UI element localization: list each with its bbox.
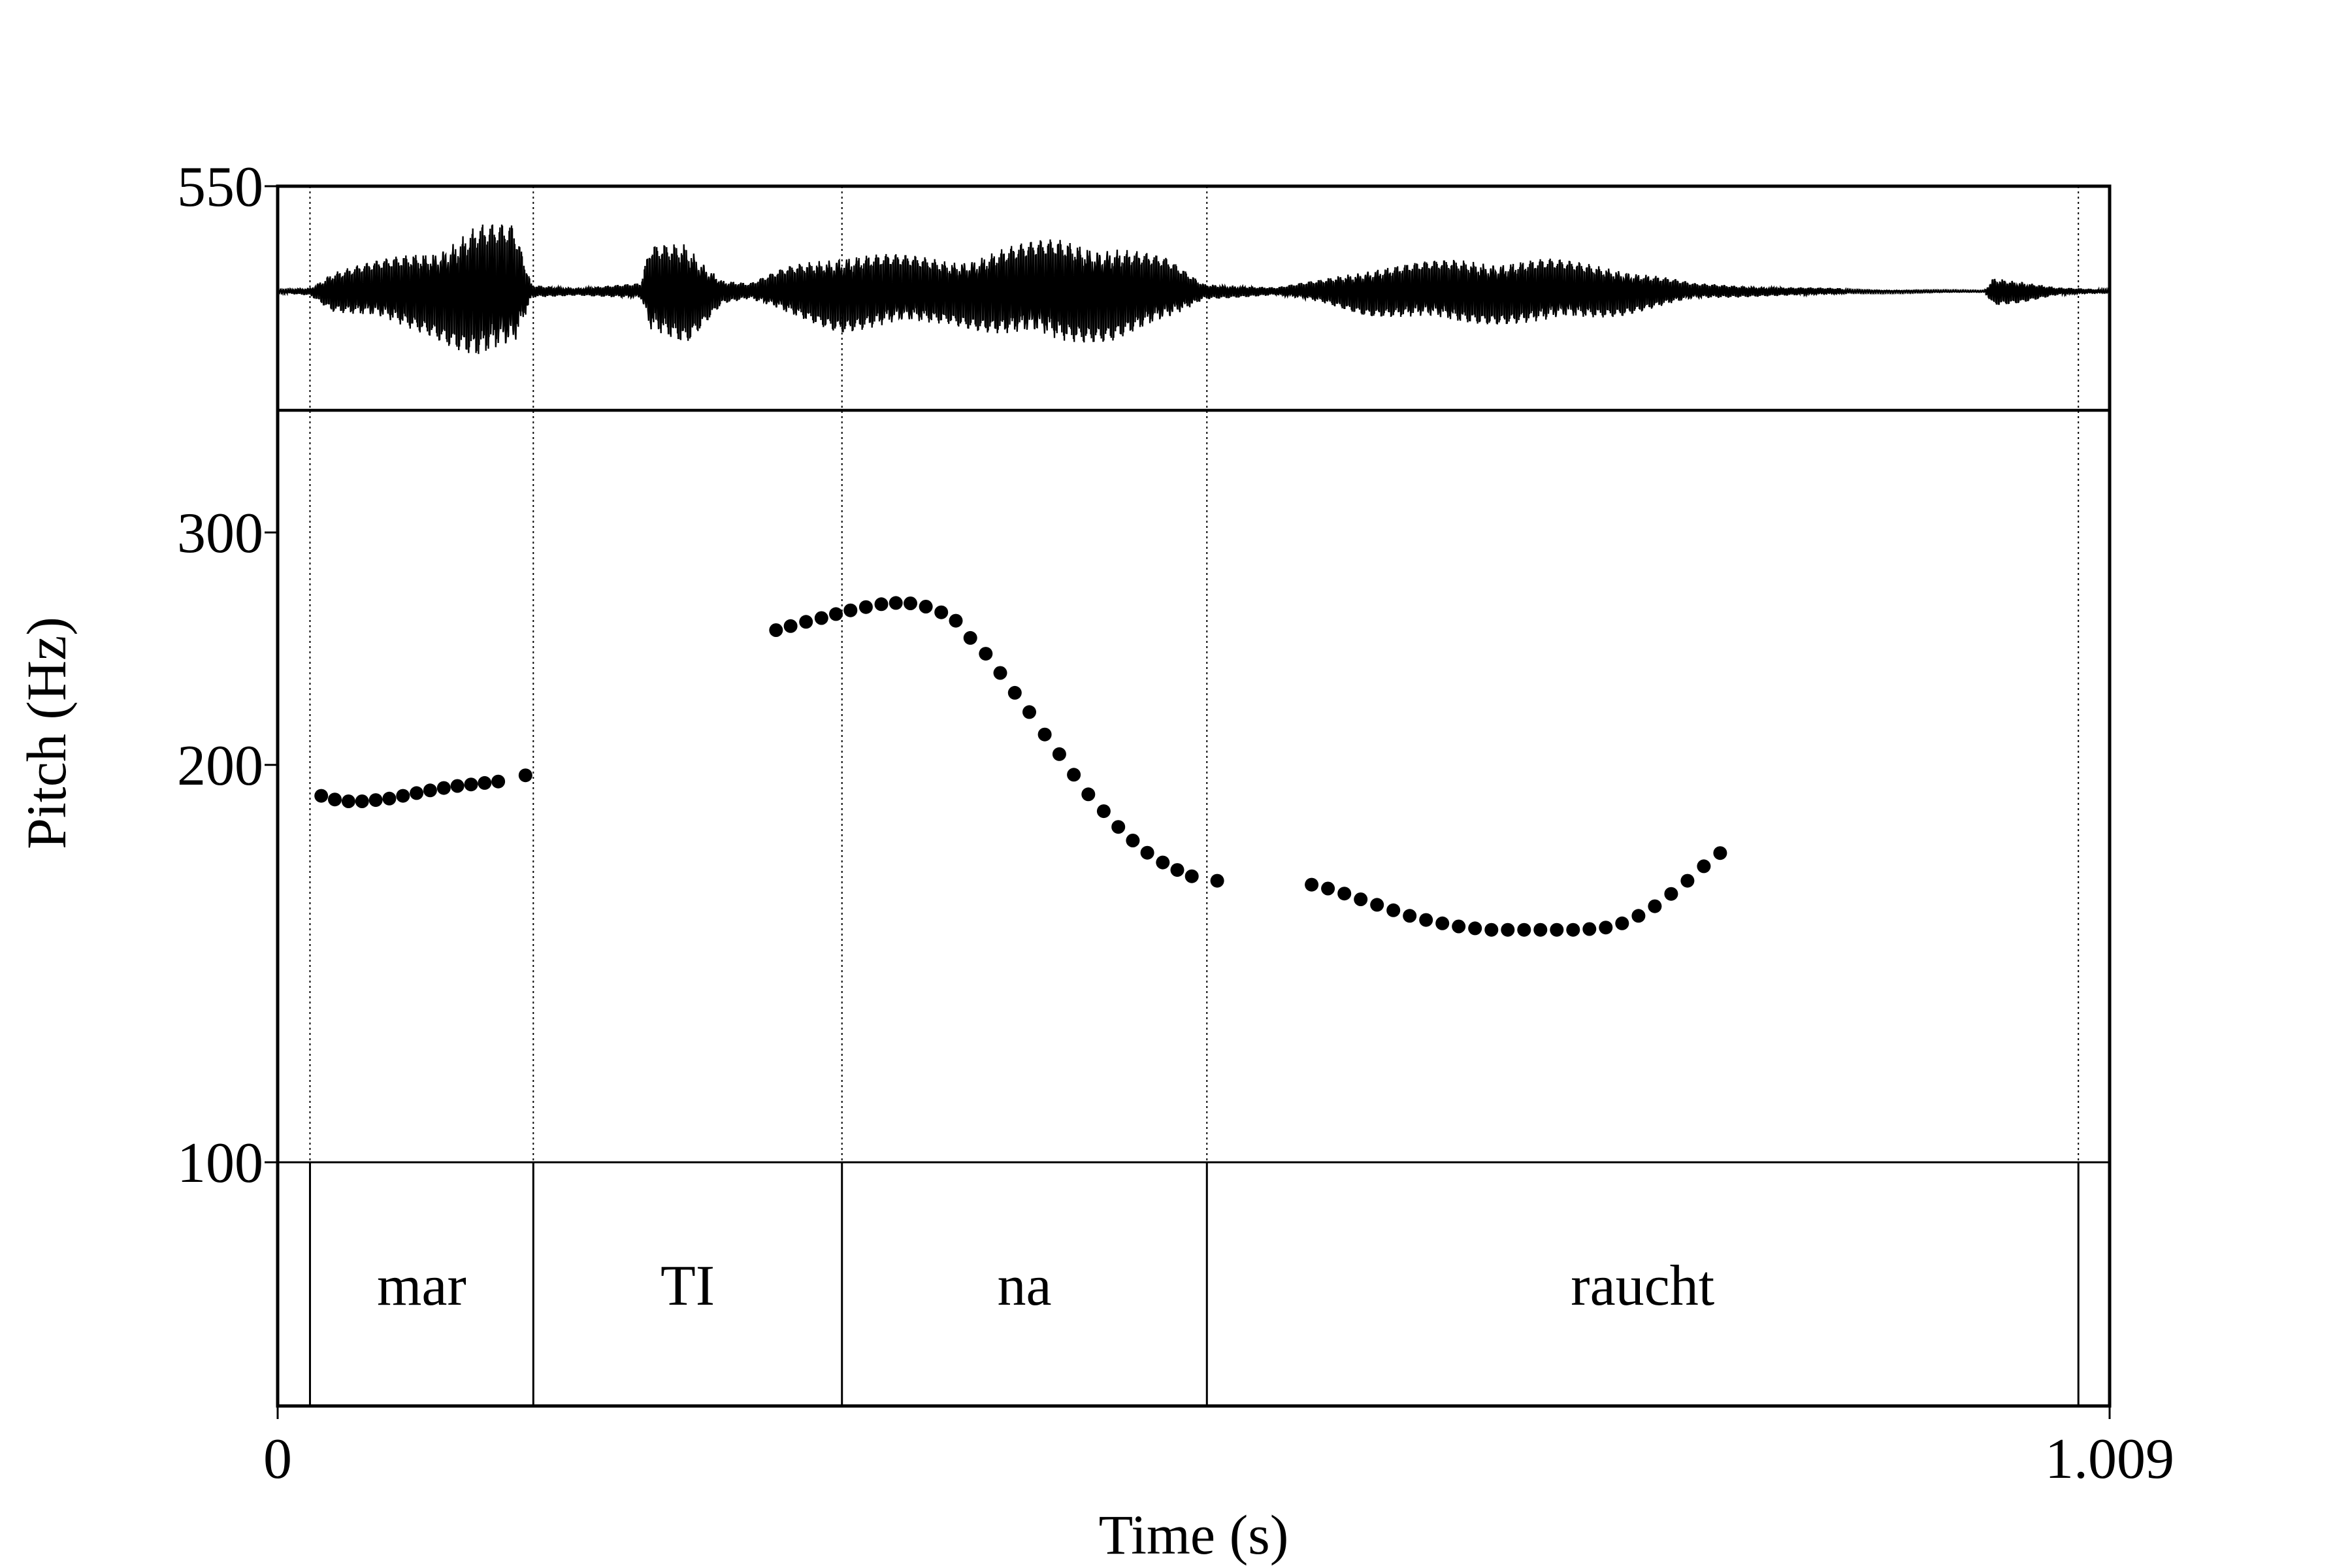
pitch-point	[1210, 874, 1224, 888]
pitch-point	[829, 607, 843, 621]
pitch-point	[328, 792, 342, 807]
pitch-point	[1517, 923, 1531, 937]
pitch-point	[1550, 923, 1564, 937]
pitch-point	[355, 794, 369, 808]
syllable-label: raucht	[1571, 1254, 1714, 1318]
pitch-point	[814, 611, 828, 625]
pitch-point	[1337, 887, 1352, 901]
pitch-point	[1022, 705, 1036, 719]
x-tick-label: 1.009	[2045, 1428, 2174, 1491]
pitch-point	[1680, 874, 1695, 888]
pitch-point	[1170, 863, 1184, 877]
pitch-point	[341, 794, 355, 808]
pitch-point	[1184, 869, 1199, 883]
pitch-point	[934, 605, 949, 619]
pitch-point	[1631, 909, 1646, 923]
y-tick-label: 200	[177, 734, 263, 798]
pitch-point	[1599, 921, 1613, 935]
pitch-points	[314, 596, 1727, 937]
syllable-label: mar	[377, 1254, 466, 1318]
pitch-point	[843, 603, 858, 617]
pitch-point	[1697, 859, 1711, 874]
pitch-point	[1096, 804, 1111, 819]
pitch-point	[919, 600, 933, 613]
pitch-point	[1713, 846, 1727, 860]
pitch-point	[450, 779, 465, 793]
pitch-point	[423, 783, 437, 798]
pitch-point	[1156, 855, 1170, 870]
pitch-point	[410, 786, 424, 800]
waveform-top-label: 550	[177, 155, 263, 219]
pitch-point	[1067, 768, 1081, 782]
pitch-point	[949, 613, 963, 628]
waveform	[276, 224, 2110, 354]
syllable-label: TI	[661, 1254, 715, 1318]
pitch-point	[1648, 899, 1662, 913]
pitch-point	[1305, 877, 1319, 892]
y-axis-ticks: 300 200 100	[177, 502, 2110, 1195]
y-tick-label: 100	[177, 1132, 263, 1195]
pitch-point	[1484, 923, 1499, 937]
pitch-point	[1052, 747, 1066, 761]
plot-frame	[276, 184, 2112, 1408]
pitch-point	[1419, 913, 1433, 927]
pitch-point	[491, 774, 506, 789]
pitch-point	[1403, 909, 1417, 923]
syllable-labels: mar TI na raucht	[377, 1254, 1714, 1318]
boundary-lines	[308, 186, 2080, 1406]
pitch-point	[1566, 923, 1580, 937]
x-tick-label: 0	[263, 1428, 292, 1491]
x-axis-label: Time (s)	[1099, 1503, 1289, 1566]
pitch-point	[1468, 921, 1482, 936]
pitch-point	[1354, 892, 1368, 906]
pitch-point	[464, 777, 478, 792]
pitch-point	[518, 768, 532, 783]
pitch-point	[314, 789, 329, 803]
pitch-point	[889, 596, 903, 610]
pitch-point	[1533, 923, 1548, 937]
pitch-point	[1664, 887, 1678, 901]
pitch-point	[783, 619, 798, 633]
pitch-point	[368, 793, 383, 808]
pitch-point	[1111, 820, 1126, 834]
pitch-point	[1386, 903, 1401, 917]
pitch-point	[1321, 881, 1335, 896]
pitch-point	[904, 596, 917, 610]
pitch-point	[769, 623, 783, 637]
pitch-point	[1435, 916, 1450, 930]
pitch-point	[1037, 727, 1052, 742]
pitch-point	[1501, 923, 1515, 937]
pitch-point	[979, 647, 993, 661]
pitch-point	[1615, 916, 1629, 930]
pitch-point	[1370, 898, 1384, 912]
pitch-point	[1126, 834, 1140, 847]
pitch-point	[799, 615, 813, 629]
pitch-point	[1140, 845, 1154, 860]
pitch-point	[1582, 922, 1597, 936]
syllable-label: na	[997, 1254, 1051, 1318]
pitch-point	[1007, 685, 1022, 700]
pitch-point	[382, 791, 397, 806]
pitch-point	[478, 776, 492, 790]
pitch-point	[963, 630, 977, 645]
x-axis-ticks: 0 1.009	[263, 1406, 2174, 1491]
y-axis-label: Pitch (Hz)	[15, 617, 78, 849]
pitch-point	[1452, 919, 1466, 934]
pitch-point	[874, 597, 889, 612]
pitch-point	[396, 789, 410, 803]
pitch-point	[993, 666, 1007, 680]
pitch-point	[1081, 787, 1096, 802]
pitch-point	[858, 600, 873, 614]
y-tick-label: 300	[177, 502, 263, 565]
pitch-point	[436, 781, 451, 795]
